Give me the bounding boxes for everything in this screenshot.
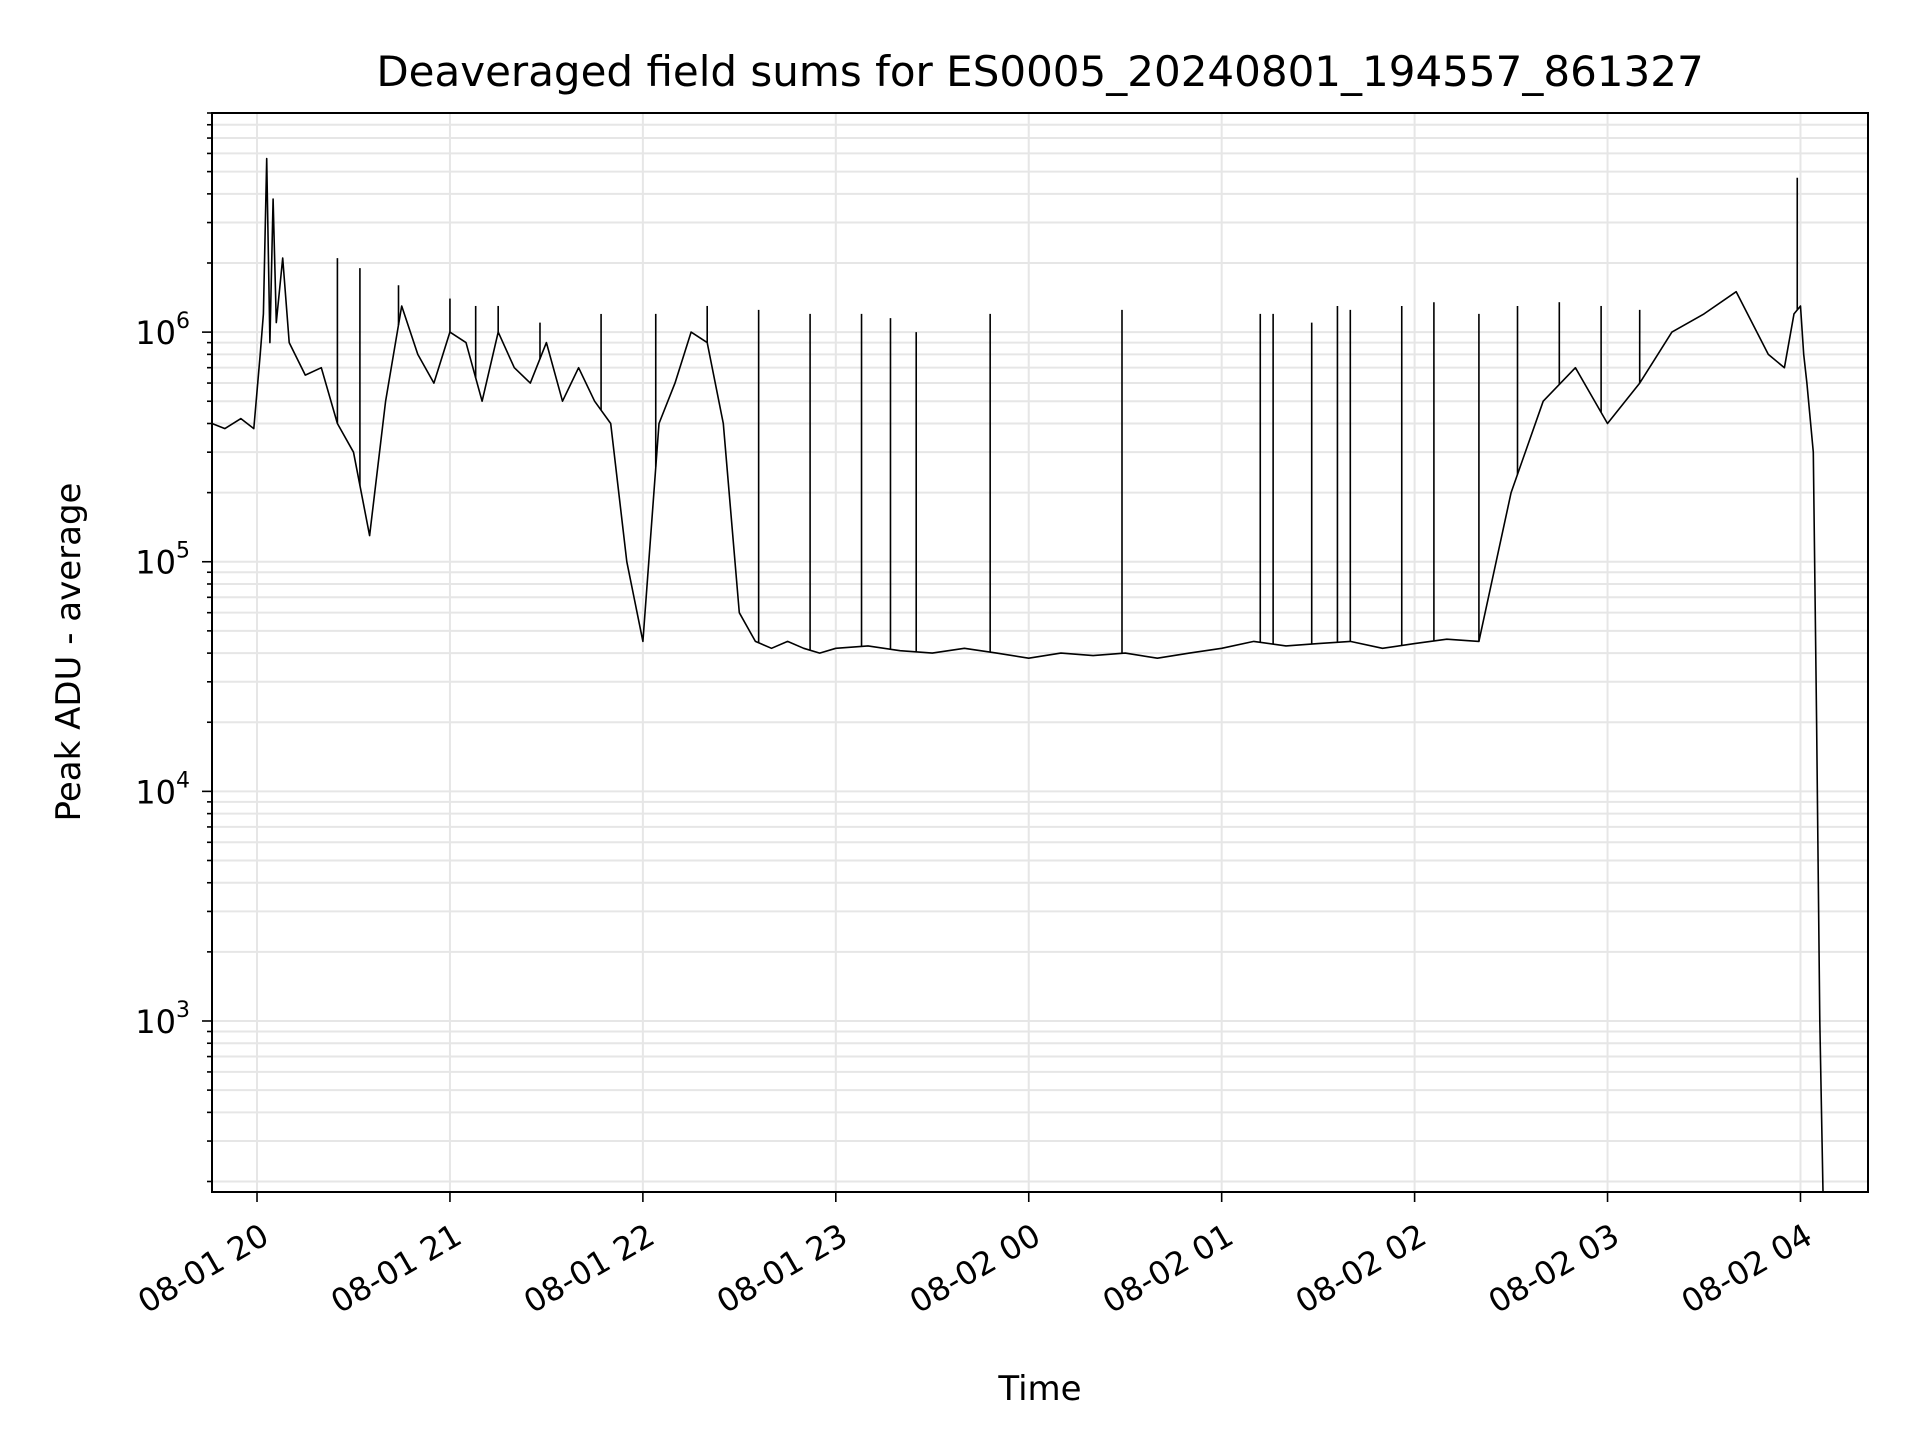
- x-axis-label: Time: [997, 1369, 1081, 1409]
- y-axis-ticks: 103 104 105 106: [135, 112, 212, 1183]
- y-tick-label: 104: [135, 768, 190, 811]
- series-line: [211, 157, 1824, 1193]
- y-tick-label: 106: [135, 309, 190, 352]
- y-tick-label: 103: [135, 998, 190, 1041]
- series-layer: [211, 157, 1824, 1193]
- y-tick-label: 105: [135, 539, 190, 582]
- chart-title: Deaveraged field sums for ES0005_2024080…: [376, 47, 1703, 96]
- y-axis-label: Peak ADU - average: [49, 483, 89, 822]
- grid: [212, 112, 1868, 1192]
